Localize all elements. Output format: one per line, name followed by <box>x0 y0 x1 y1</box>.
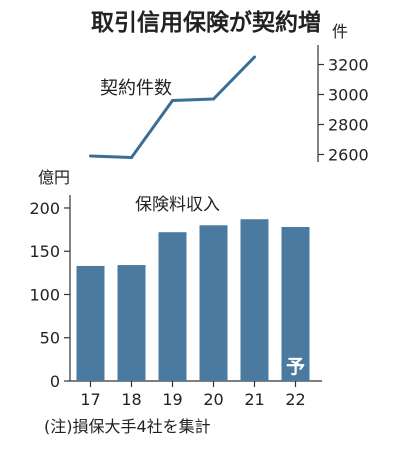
bar-y-tick-label: 0 <box>50 372 60 391</box>
bar-series-title: 保険料収入 <box>135 195 220 215</box>
line-data-point <box>253 55 256 59</box>
bar-chart: 億円 保険料収入 0 50 100 150 200 予 17 18 19 20 21 22 <box>29 168 322 409</box>
line-series-title: 契約件数 <box>100 78 172 99</box>
bar-x-tick-label: 20 <box>203 390 223 409</box>
line-y-tick-label: 3000 <box>328 86 369 105</box>
bar-x-tick-label: 22 <box>285 390 305 409</box>
footnote: (注)損保大手4社を集計 <box>44 417 211 436</box>
line-data-point <box>171 99 174 102</box>
line-series-path <box>90 55 256 159</box>
bars: 予 <box>76 219 310 381</box>
bar-y-tick-label: 150 <box>29 242 60 261</box>
bar-17 <box>76 265 105 381</box>
bar-y-tick-label: 100 <box>29 285 60 304</box>
line-y-tick-label: 2600 <box>328 146 369 165</box>
bar-22 <box>281 227 310 381</box>
bar-x-tick-label: 17 <box>80 390 100 409</box>
bar-19 <box>158 232 187 381</box>
bar-x-tick-label: 18 <box>121 390 141 409</box>
bar-y-tick-label: 50 <box>40 329 60 348</box>
bar-21 <box>240 219 269 381</box>
line-series <box>89 55 256 159</box>
bar-x-tick-label: 19 <box>162 390 182 409</box>
line-unit-label: 件 <box>332 22 348 41</box>
line-ticks: 2600 2800 3000 3200 <box>318 56 369 165</box>
line-data-point <box>89 154 92 158</box>
line-y-tick-label: 2800 <box>328 116 369 135</box>
line-chart: 件 契約件数 2600 2800 3000 3200 <box>89 22 369 165</box>
bar-x-labels: 17 18 19 20 21 22 <box>80 381 306 409</box>
bar-unit-label: 億円 <box>38 168 70 187</box>
chart-title: 取引信用保険が契約増 <box>91 9 321 36</box>
line-y-tick-label: 3200 <box>328 56 369 75</box>
line-data-point <box>130 156 133 159</box>
bar-ticks: 0 50 100 150 200 <box>29 199 70 391</box>
line-data-point <box>212 97 215 101</box>
bar-18 <box>117 265 146 381</box>
bar-20 <box>199 225 228 381</box>
bar-x-tick-label: 21 <box>244 390 264 409</box>
bar-y-tick-label: 200 <box>29 199 60 218</box>
forecast-mark: 予 <box>286 356 305 378</box>
